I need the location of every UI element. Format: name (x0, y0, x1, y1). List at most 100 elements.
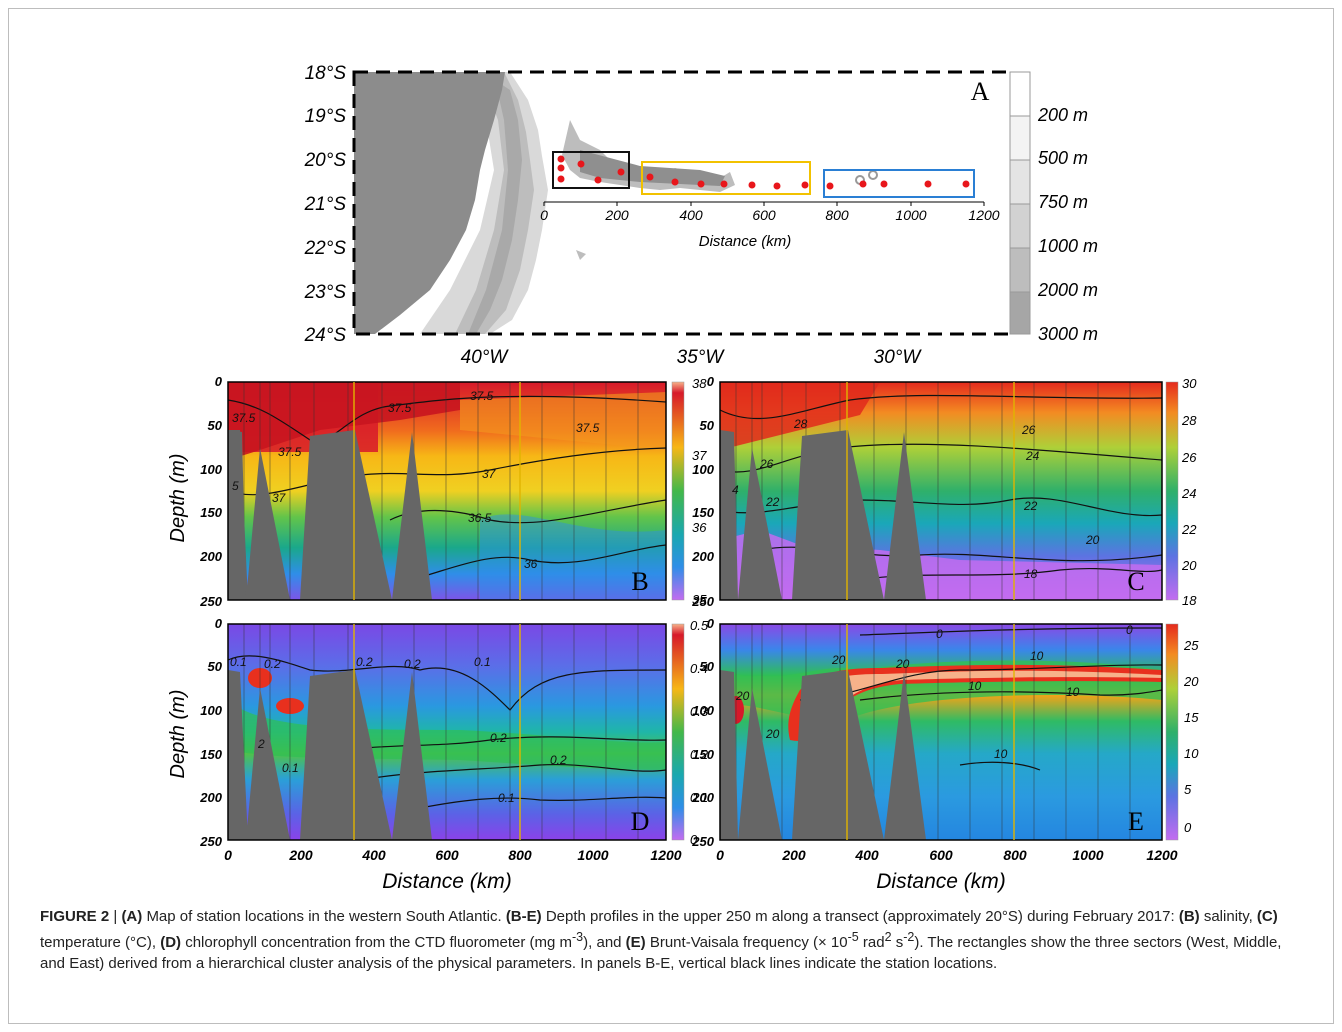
svg-text:0.2: 0.2 (264, 657, 281, 671)
svg-text:200: 200 (288, 847, 313, 863)
svg-text:50: 50 (208, 418, 223, 433)
distance-label-left: Distance (km) (382, 870, 512, 893)
svg-text:0.2: 0.2 (690, 747, 709, 762)
svg-text:0: 0 (716, 847, 724, 863)
distance-ticks-right: 0 200 400 600 800 1000 1200 (716, 847, 1178, 863)
panel-letter-d: D (631, 807, 650, 836)
svg-text:0: 0 (707, 616, 715, 631)
svg-text:150: 150 (692, 747, 714, 762)
svg-text:30°W: 30°W (874, 347, 923, 368)
depth-ticks-top-right: 0 50 100 150 200 250 (691, 374, 714, 609)
svg-text:20: 20 (895, 657, 910, 671)
depth-ticks-bottom: 0 50 100 150 200 250 (199, 616, 222, 849)
panel-d-chlorophyll: 0.1 0.2 0.2 0.2 0.1 0.2 0.2 0.1 0.1 2 D … (227, 618, 709, 847)
svg-text:20: 20 (735, 689, 750, 703)
svg-text:10: 10 (1030, 649, 1044, 663)
svg-text:23°S: 23°S (304, 282, 347, 303)
panel-b-salinity: 37.5 37.5 37.5 37.5 37.5 37 37 36.5 36 5… (227, 376, 707, 607)
svg-text:38: 38 (692, 376, 707, 391)
panel-letter-c: C (1127, 567, 1144, 596)
svg-text:250: 250 (199, 834, 222, 849)
figure-frame (8, 8, 1334, 1024)
svg-text:0.5: 0.5 (690, 618, 709, 633)
distance-ticks-left: 0 200 400 600 800 1000 1200 (224, 847, 682, 863)
svg-text:600: 600 (752, 207, 776, 223)
svg-text:36: 36 (524, 557, 538, 571)
svg-text:150: 150 (692, 505, 714, 520)
svg-text:50: 50 (700, 418, 715, 433)
svg-text:250: 250 (199, 594, 222, 609)
svg-text:3000 m: 3000 m (1038, 324, 1098, 344)
svg-text:37: 37 (272, 491, 287, 505)
svg-text:750 m: 750 m (1038, 192, 1088, 212)
svg-text:0.1: 0.1 (690, 790, 708, 805)
svg-text:600: 600 (929, 847, 953, 863)
station-markers (557, 155, 970, 190)
svg-text:24°S: 24°S (304, 325, 347, 346)
svg-text:400: 400 (679, 207, 703, 223)
svg-text:0.1: 0.1 (474, 655, 491, 669)
distance-label-right: Distance (km) (876, 870, 1006, 893)
svg-text:100: 100 (200, 462, 222, 477)
svg-text:2000 m: 2000 m (1037, 280, 1098, 300)
caption-label: FIGURE 2 (40, 908, 110, 925)
map-distance-ticks: 0 200 400 600 800 1000 1200 (540, 207, 1000, 223)
depth-ticks-top: 0 50 100 150 200 250 (199, 374, 222, 609)
svg-text:18: 18 (1182, 593, 1197, 608)
land-brazil (354, 72, 505, 334)
svg-text:20: 20 (1183, 674, 1199, 689)
svg-text:20: 20 (1085, 533, 1100, 547)
svg-text:1200: 1200 (1146, 847, 1177, 863)
svg-text:0.4: 0.4 (690, 661, 708, 676)
svg-text:0.1: 0.1 (282, 761, 299, 775)
panel-e-brunt-vaisala: 0 0 20 20 20 20 10 10 10 10 E 25 20 15 1… (719, 623, 1199, 841)
svg-text:20: 20 (765, 727, 780, 741)
svg-text:10: 10 (1184, 746, 1199, 761)
svg-text:10: 10 (994, 747, 1008, 761)
map-panel-a: 0 200 400 600 800 1000 1200 Distance (km… (304, 63, 1098, 368)
svg-text:1000: 1000 (895, 207, 926, 223)
svg-text:36: 36 (692, 520, 707, 535)
section-panels: 37.5 37.5 37.5 37.5 37.5 37 37 36.5 36 5… (167, 374, 1199, 893)
svg-text:22: 22 (1023, 499, 1038, 513)
svg-text:0.1: 0.1 (498, 791, 515, 805)
svg-text:4: 4 (732, 483, 739, 497)
svg-text:22: 22 (1181, 522, 1197, 537)
svg-text:24: 24 (1025, 449, 1040, 463)
svg-text:0: 0 (215, 374, 223, 389)
svg-text:36.5: 36.5 (468, 511, 492, 525)
svg-text:15: 15 (1184, 710, 1199, 725)
svg-text:500 m: 500 m (1038, 148, 1088, 168)
svg-text:5: 5 (1184, 782, 1192, 797)
svg-text:28: 28 (1181, 413, 1197, 428)
svg-text:2: 2 (257, 737, 265, 751)
svg-text:24: 24 (1181, 486, 1196, 501)
depth-label-bottom: Depth (m) (167, 690, 189, 779)
sector-middle-box (641, 161, 811, 195)
map-distance-label: Distance (km) (699, 233, 792, 250)
panel-c-temperature: 28 26 26 24 22 22 20 18 4 C 30 28 26 24 … (719, 376, 1197, 608)
svg-text:22°S: 22°S (304, 238, 347, 259)
svg-text:150: 150 (200, 505, 222, 520)
svg-text:0: 0 (690, 832, 698, 847)
svg-text:10: 10 (968, 679, 982, 693)
svg-text:250: 250 (691, 594, 714, 609)
svg-text:40°W: 40°W (461, 347, 510, 368)
sector-east-box (823, 169, 975, 198)
svg-text:0.3: 0.3 (690, 704, 709, 719)
svg-text:0: 0 (1126, 623, 1133, 637)
svg-text:37.5: 37.5 (576, 421, 600, 435)
svg-text:19°S: 19°S (305, 106, 347, 127)
svg-text:1000: 1000 (1072, 847, 1103, 863)
svg-text:0: 0 (936, 627, 943, 641)
lon-labels: 40°W 35°W 30°W (461, 347, 923, 368)
svg-text:600: 600 (435, 847, 459, 863)
svg-text:35°W: 35°W (677, 347, 726, 368)
svg-text:800: 800 (825, 207, 849, 223)
svg-text:250: 250 (691, 834, 714, 849)
svg-text:0: 0 (707, 374, 715, 389)
svg-text:0.2: 0.2 (356, 655, 373, 669)
svg-text:200: 200 (199, 549, 222, 564)
svg-text:30: 30 (1182, 376, 1197, 391)
svg-text:100: 100 (200, 703, 222, 718)
